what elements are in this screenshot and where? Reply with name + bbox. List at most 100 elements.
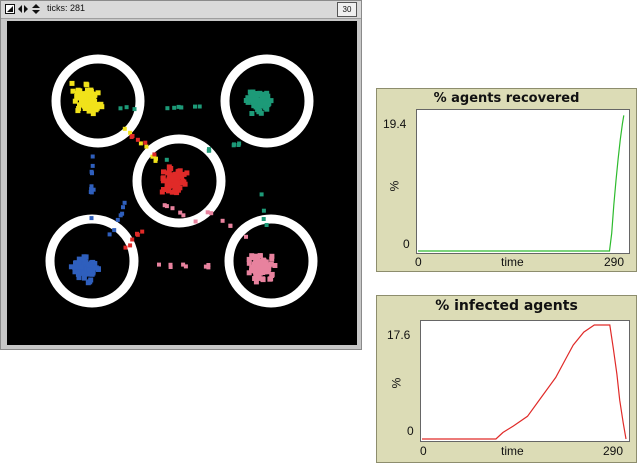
agent xyxy=(178,210,183,215)
edit-icon[interactable] xyxy=(5,4,15,14)
agent xyxy=(260,277,266,283)
agent xyxy=(172,187,178,192)
agent xyxy=(135,231,139,236)
vertical-arrows-icon[interactable] xyxy=(31,4,41,14)
agent xyxy=(118,106,123,111)
agent xyxy=(250,89,256,95)
agent xyxy=(166,188,171,194)
world-toolbar: ticks: 281 30 xyxy=(1,1,361,19)
agent xyxy=(250,99,256,105)
agent xyxy=(247,89,253,95)
y-min-label: 0 xyxy=(403,237,410,251)
agent xyxy=(83,259,89,265)
agent xyxy=(228,223,233,228)
agent xyxy=(261,257,266,263)
agent xyxy=(166,176,172,182)
agent xyxy=(81,103,87,109)
agent xyxy=(258,110,264,116)
agent xyxy=(83,81,89,87)
agent xyxy=(231,143,236,148)
plot-area xyxy=(416,109,630,254)
agent xyxy=(75,271,81,277)
agent xyxy=(264,90,270,96)
series-line xyxy=(418,115,625,252)
agent xyxy=(256,275,262,281)
agent xyxy=(247,97,253,103)
agent xyxy=(249,111,255,116)
agent xyxy=(181,179,187,185)
agent xyxy=(172,105,177,110)
horizontal-arrows-icon[interactable] xyxy=(18,4,28,14)
agent xyxy=(251,103,257,109)
x-min-label: 0 xyxy=(415,255,422,269)
y-axis-label: % xyxy=(389,377,404,389)
zone-ring xyxy=(51,54,145,148)
agent xyxy=(252,266,258,272)
agent xyxy=(69,80,75,86)
agent xyxy=(90,259,96,265)
agent xyxy=(130,237,135,242)
agent xyxy=(132,107,137,112)
agent xyxy=(86,108,92,114)
agent xyxy=(246,260,252,266)
agent xyxy=(70,88,76,94)
agent xyxy=(161,169,166,175)
agent xyxy=(89,108,95,114)
agent xyxy=(89,98,95,104)
agent xyxy=(122,126,127,131)
agent xyxy=(154,156,158,161)
agent xyxy=(164,204,169,209)
plot-svg xyxy=(422,324,627,440)
plot-title: % agents recovered xyxy=(433,91,580,106)
agent xyxy=(262,100,268,106)
agent xyxy=(122,200,127,205)
agent xyxy=(257,253,263,259)
agent xyxy=(249,253,255,259)
agent xyxy=(115,217,120,222)
agent xyxy=(206,265,211,270)
zone-ring xyxy=(220,54,314,148)
agent xyxy=(87,262,92,268)
agent xyxy=(82,91,88,97)
y-axis-label: % xyxy=(387,180,402,192)
agent xyxy=(72,98,78,104)
agent xyxy=(268,98,274,104)
y-max-label: 19.4 xyxy=(383,117,407,131)
world-canvas[interactable] xyxy=(7,21,357,345)
agent xyxy=(150,154,155,159)
agent xyxy=(176,168,182,174)
agent xyxy=(144,144,149,149)
agent xyxy=(265,269,271,275)
agent xyxy=(261,217,266,221)
agent xyxy=(138,141,143,146)
plot-area xyxy=(420,320,630,442)
agent xyxy=(107,232,112,237)
agent xyxy=(168,265,173,269)
agent xyxy=(244,234,248,239)
agent xyxy=(95,266,101,272)
agent xyxy=(90,163,95,168)
x-max-label: 290 xyxy=(603,444,624,458)
agent xyxy=(166,184,172,190)
agent xyxy=(193,104,197,109)
agent xyxy=(76,260,82,266)
agent xyxy=(89,216,94,221)
agent xyxy=(248,93,254,98)
agent xyxy=(91,91,97,97)
agent xyxy=(164,157,169,162)
agent xyxy=(77,88,83,94)
agent xyxy=(168,262,173,267)
y-min-label: 0 xyxy=(407,424,414,438)
agent xyxy=(76,106,82,111)
speed-box[interactable]: 30 xyxy=(337,2,357,17)
agent xyxy=(78,264,84,270)
agent xyxy=(153,158,158,163)
agent xyxy=(90,154,95,159)
agent xyxy=(253,279,259,285)
agent xyxy=(181,213,186,218)
agent xyxy=(112,228,117,233)
agent xyxy=(260,94,266,100)
agent xyxy=(261,264,266,270)
agent xyxy=(91,187,96,192)
agent xyxy=(160,175,166,181)
